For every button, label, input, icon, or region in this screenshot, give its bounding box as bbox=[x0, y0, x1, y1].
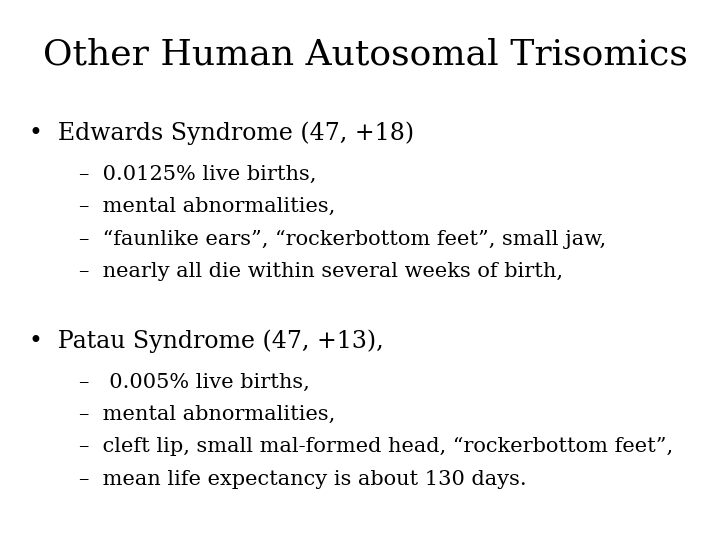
Text: –   0.005% live births,: – 0.005% live births, bbox=[79, 373, 310, 392]
Text: –  nearly all die within several weeks of birth,: – nearly all die within several weeks of… bbox=[79, 262, 563, 281]
Text: –  mean life expectancy is about 130 days.: – mean life expectancy is about 130 days… bbox=[79, 470, 527, 489]
Text: Other Human Autosomal Trisomics: Other Human Autosomal Trisomics bbox=[43, 38, 688, 72]
Text: •  Patau Syndrome (47, +13),: • Patau Syndrome (47, +13), bbox=[29, 329, 384, 353]
Text: •  Edwards Syndrome (47, +18): • Edwards Syndrome (47, +18) bbox=[29, 122, 414, 145]
Text: –  “faunlike ears”, “rockerbottom feet”, small jaw,: – “faunlike ears”, “rockerbottom feet”, … bbox=[79, 230, 606, 248]
Text: –  cleft lip, small mal-formed head, “rockerbottom feet”,: – cleft lip, small mal-formed head, “roc… bbox=[79, 437, 673, 456]
Text: –  mental abnormalities,: – mental abnormalities, bbox=[79, 197, 336, 216]
Text: –  0.0125% live births,: – 0.0125% live births, bbox=[79, 165, 317, 184]
Text: –  mental abnormalities,: – mental abnormalities, bbox=[79, 405, 336, 424]
